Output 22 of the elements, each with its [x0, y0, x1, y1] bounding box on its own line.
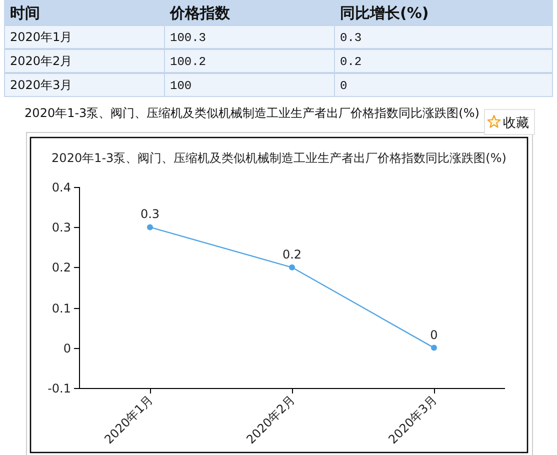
table-header: 时间 价格指数 同比增长(%) [4, 0, 553, 25]
point [147, 224, 153, 230]
y-tick-label: 0.4 [52, 180, 71, 194]
table-row: 2020年1月 100.3 0.3 [4, 24, 553, 50]
text: 2020年1-3泵、阀门、压缩机及类似机械制造工业生产者出厂价格指数同比涨跌图(%) [24, 106, 480, 120]
chart-title: 2020年1-3泵、阀门、压缩机及类似机械制造工业生产者出厂价格指数同比涨跌图(%) [52, 151, 506, 165]
point [289, 264, 295, 270]
category-label: 时间 [10, 4, 40, 22]
category-label: 价格指数 [169, 4, 231, 22]
button: 收藏 [484, 109, 535, 135]
data-label: 0.3 [140, 207, 160, 222]
category-label: 同比增长(%) [340, 4, 429, 22]
data-label: 0 [430, 328, 438, 342]
y-tick-label: 0.2 [52, 260, 71, 274]
y-tick-label: -0.1 [48, 382, 71, 396]
data-label: 0.2 [282, 247, 302, 262]
table-row: 2020年2月 100.2 0.2 [4, 48, 553, 74]
table-row: 2020年3月 100 0 [4, 72, 553, 98]
y-tick-label: 0.3 [52, 220, 71, 234]
point [431, 344, 437, 351]
y-tick-label: 0 [63, 342, 71, 356]
y-tick-label: 0.1 [52, 302, 71, 316]
